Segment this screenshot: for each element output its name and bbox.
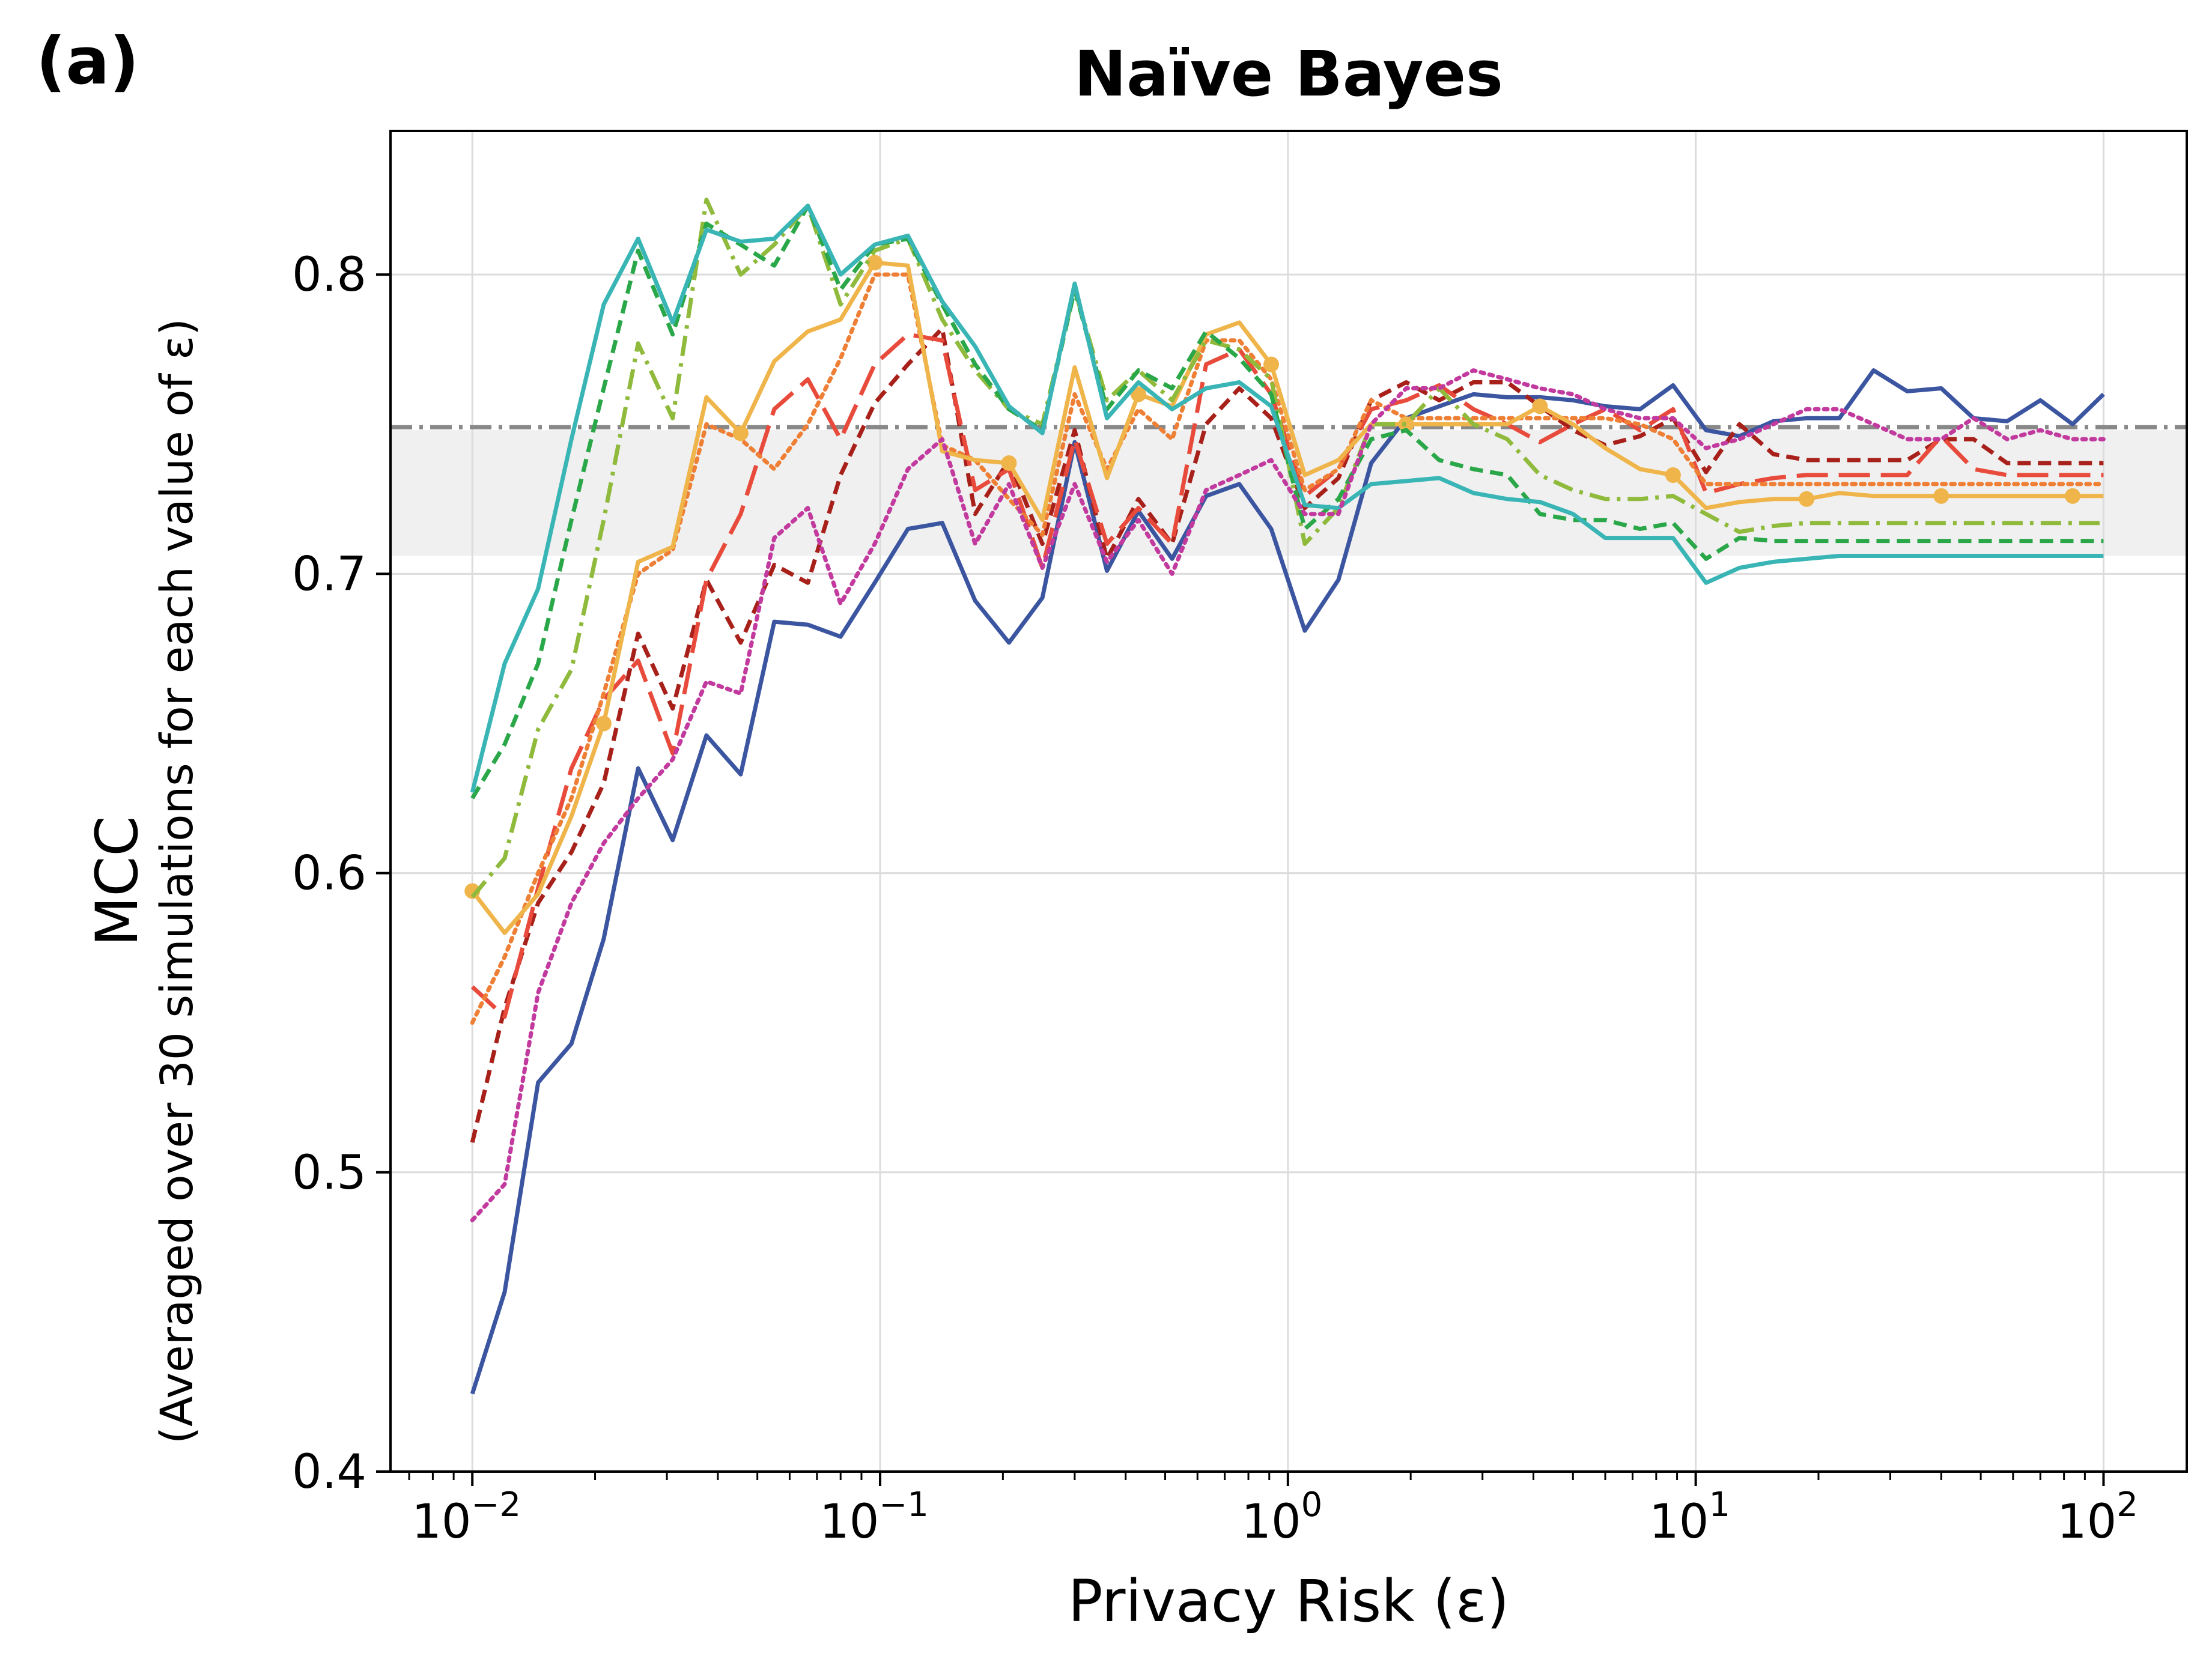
series-marker	[867, 255, 883, 271]
x-tick-label: 100	[1241, 1485, 1322, 1549]
y-tick-label: 0.5	[292, 1146, 366, 1200]
chart-title: Naïve Bayes	[1074, 37, 1503, 111]
series-marker	[1263, 356, 1280, 372]
series-marker	[1131, 386, 1147, 402]
series-line-9	[470, 368, 2106, 1222]
y-tick-label: 0.8	[292, 248, 366, 302]
series-line-8	[470, 204, 2104, 793]
series-marker	[732, 425, 749, 441]
x-tick-label: 101	[1649, 1485, 1730, 1549]
y-tick-label: 0.7	[292, 547, 366, 601]
series-marker	[1532, 398, 1548, 414]
series-group	[464, 198, 2106, 1395]
x-tick-base: 10	[1649, 1495, 1709, 1549]
x-tick-exponent: 1	[1709, 1485, 1730, 1524]
x-tick-exponent: 2	[2116, 1485, 2138, 1524]
series-line-3	[470, 332, 2104, 1019]
x-tick-exponent: 0	[1301, 1485, 1323, 1524]
series-line-4	[470, 272, 2106, 1025]
x-axis-label: Privacy Risk (ε)	[1068, 1568, 1510, 1635]
series-line-2	[470, 326, 2104, 1143]
x-tick-base: 10	[412, 1495, 471, 1549]
series-marker	[2065, 488, 2081, 504]
x-ticks: 10−2 10−1 100 101 102	[408, 1472, 2138, 1549]
series-line-5	[470, 260, 2104, 935]
y-tick-label: 0.4	[292, 1445, 366, 1499]
x-tick-base: 10	[1241, 1495, 1301, 1549]
series-marker	[1001, 455, 1017, 472]
series-marker	[595, 715, 612, 732]
x-tick-exponent: −2	[472, 1485, 521, 1524]
x-tick-label: 102	[2057, 1485, 2138, 1549]
series-marker	[1398, 416, 1414, 432]
y-ticks: 0.4 0.5 0.6 0.7 0.8	[292, 248, 390, 1499]
y-tick-label: 0.6	[292, 847, 366, 901]
x-tick-base: 10	[819, 1495, 879, 1549]
series-marker	[1665, 467, 1681, 483]
series-marker	[1933, 488, 1949, 504]
series-line-1	[470, 368, 2105, 1395]
series-marker	[1799, 491, 1815, 507]
grid	[390, 131, 2187, 1473]
panel-label: (a)	[36, 24, 139, 99]
x-tick-label: 10−2	[412, 1485, 521, 1549]
x-tick-exponent: −1	[879, 1485, 929, 1524]
x-tick-label: 10−1	[819, 1485, 929, 1549]
x-tick-base: 10	[2057, 1495, 2116, 1549]
